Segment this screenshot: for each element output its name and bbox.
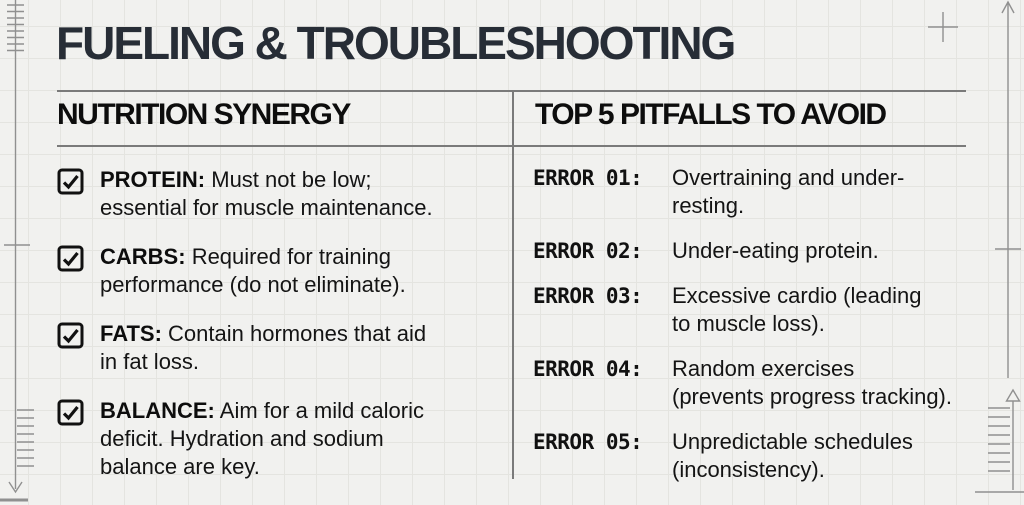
item-text: Must not be low; essential for muscle ma… — [100, 167, 433, 220]
page-title: FUELING & TROUBLESHOOTING — [56, 17, 736, 69]
item-text: Required for training performance (do no… — [100, 244, 406, 297]
item-label: BALANCE: — [100, 398, 215, 423]
list-item-protein: PROTEIN: Must not be low; essential for … — [57, 166, 487, 222]
list-item-error-03: ERROR 03: Excessive cardio (leading to m… — [533, 282, 1003, 338]
error-text: Unpredictable schedules (inconsistency). — [672, 429, 913, 482]
up-arrow-icon — [1001, 0, 1015, 14]
error-label: ERROR 03: — [533, 284, 643, 308]
list-item-error-05: ERROR 05: Unpredictable schedules (incon… — [533, 428, 1003, 484]
error-text: Under-eating protein. — [672, 238, 879, 263]
table-header-rule — [57, 145, 966, 147]
checked-checkbox-icon — [57, 399, 84, 426]
item-label: CARBS: — [100, 244, 186, 269]
error-text: Random exercises (prevents progress trac… — [672, 356, 952, 409]
list-item-error-01: ERROR 01: Overtraining and under- restin… — [533, 164, 1003, 220]
error-label: ERROR 02: — [533, 239, 643, 263]
error-label: ERROR 04: — [533, 357, 643, 381]
down-arrow-icon — [8, 481, 23, 494]
up-triangle-icon — [1005, 388, 1021, 402]
checked-checkbox-icon — [57, 322, 84, 349]
right-column-header: TOP 5 PITFALLS TO AVOID — [535, 98, 887, 131]
item-text: Aim for a mild caloric deficit. Hydratio… — [100, 398, 424, 479]
table-top-rule — [57, 90, 966, 92]
item-text: Contain hormones that aid in fat loss. — [100, 321, 427, 374]
pitfalls-list: ERROR 01: Overtraining and under- restin… — [533, 164, 1003, 501]
list-item-fats: FATS: Contain hormones that aid in fat l… — [57, 320, 487, 376]
error-label: ERROR 05: — [533, 430, 643, 454]
column-divider — [512, 90, 514, 479]
error-text: Excessive cardio (leading to muscle loss… — [672, 283, 922, 336]
nutrition-list: PROTEIN: Must not be low; essential for … — [57, 166, 487, 502]
list-item-balance: BALANCE: Aim for a mild caloric deficit.… — [57, 397, 487, 481]
list-item-error-04: ERROR 04: Random exercises (prevents pro… — [533, 355, 1003, 411]
left-ruler — [0, 0, 34, 502]
item-label: FATS: — [100, 321, 162, 346]
list-item-error-02: ERROR 02: Under-eating protein. — [533, 237, 1003, 265]
error-text: Overtraining and under- resting. — [672, 165, 905, 218]
checked-checkbox-icon — [57, 168, 84, 195]
crosshair-icon — [928, 12, 958, 42]
item-label: PROTEIN: — [100, 167, 206, 192]
left-column-header: NUTRITION SYNERGY — [57, 98, 351, 131]
checked-checkbox-icon — [57, 245, 84, 272]
list-item-carbs: CARBS: Required for training performance… — [57, 243, 487, 299]
error-label: ERROR 01: — [533, 166, 643, 190]
